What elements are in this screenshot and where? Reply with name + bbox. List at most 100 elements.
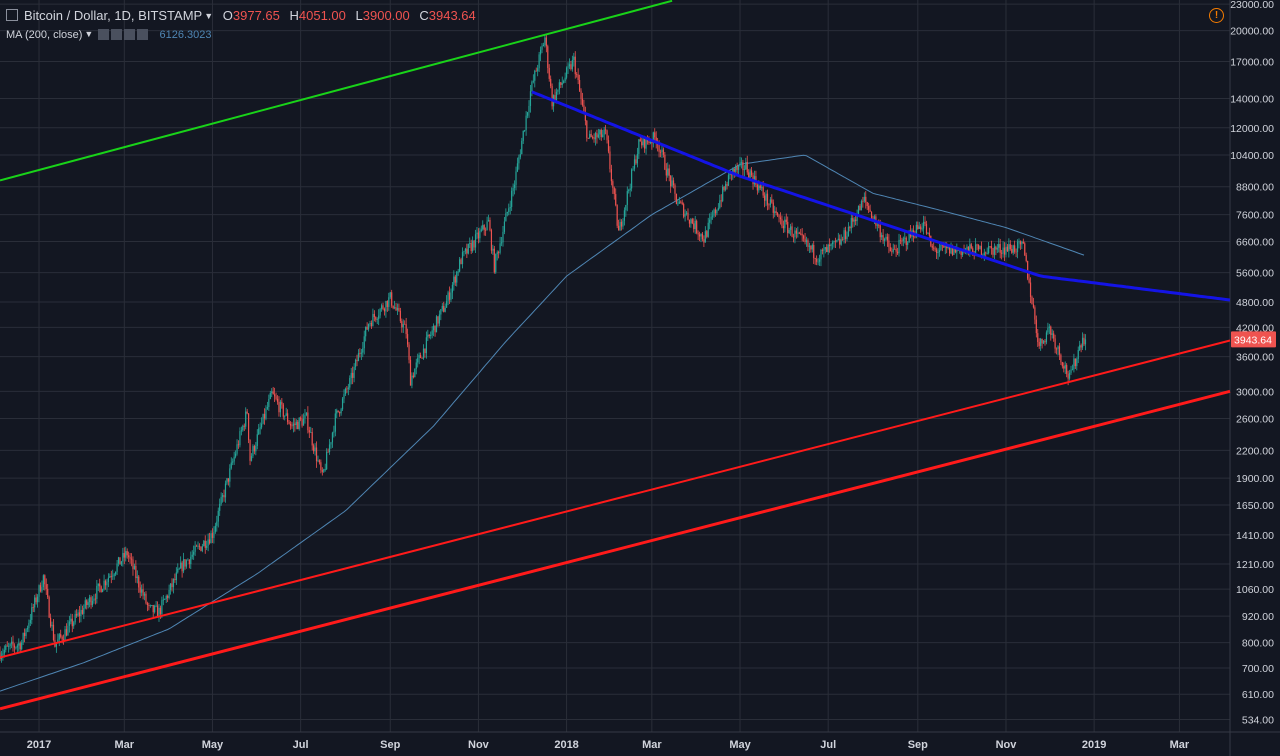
open-label: O xyxy=(222,8,233,23)
candle-body xyxy=(899,239,902,241)
candle-body xyxy=(76,614,78,616)
candle-body xyxy=(184,559,186,567)
candle-body xyxy=(467,243,469,254)
candle-body xyxy=(667,168,669,176)
visibility-icon[interactable] xyxy=(98,29,110,40)
candle-body xyxy=(16,645,18,648)
alert-circle-icon[interactable]: ! xyxy=(1209,8,1224,23)
candle-body xyxy=(641,141,643,146)
candle-body xyxy=(849,226,851,229)
candle-body xyxy=(816,258,818,262)
candle-body xyxy=(1074,358,1076,367)
candle-body xyxy=(855,219,857,222)
symbol-title[interactable]: Bitcoin / Dollar, 1D, BITSTAMP xyxy=(24,8,203,23)
candle-body xyxy=(859,205,861,211)
symbol-legend[interactable]: Bitcoin / Dollar, 1D, BITSTAMP ▼ O3977.65… xyxy=(6,8,476,23)
candle-body xyxy=(120,561,123,565)
candle-body xyxy=(869,209,871,212)
candle-body xyxy=(223,495,225,498)
candle-body xyxy=(626,191,628,205)
candle-body xyxy=(357,353,360,362)
candle-body xyxy=(191,554,193,557)
candle-body xyxy=(441,305,443,310)
candle-body xyxy=(922,221,925,229)
candle-body xyxy=(492,248,494,251)
candle-body xyxy=(980,245,982,256)
more-icon[interactable] xyxy=(137,29,149,40)
candle-body xyxy=(259,427,261,429)
candle-body xyxy=(18,643,20,646)
candle-body xyxy=(39,585,42,592)
candle-body xyxy=(619,221,621,231)
candle-body xyxy=(42,575,44,588)
candle-body xyxy=(707,222,709,237)
candle-body xyxy=(879,225,881,238)
candle-body xyxy=(1061,362,1063,367)
candle-body xyxy=(252,446,254,457)
candle-body xyxy=(294,423,296,426)
candle-body xyxy=(813,244,815,259)
candle-body xyxy=(1054,338,1056,349)
remove-icon[interactable] xyxy=(124,29,136,40)
candle-body xyxy=(324,469,326,470)
candle-body xyxy=(339,411,341,414)
candle-body xyxy=(1066,365,1068,374)
candle-body xyxy=(5,645,7,650)
candle-body xyxy=(86,600,88,606)
candle-body xyxy=(703,239,705,243)
candle-body xyxy=(873,216,876,219)
candle-body xyxy=(171,583,173,588)
candle-body xyxy=(360,352,362,354)
candle-body xyxy=(466,248,468,254)
candle-body xyxy=(590,133,592,138)
candle-body xyxy=(587,137,589,139)
time-axis[interactable]: 2017 Mar May Jul Sep Nov 2018 Mar May Jul Sep Nov 20… xyxy=(27,739,1190,751)
candle-body xyxy=(1029,282,1032,297)
chevron-down-icon[interactable]: ▼ xyxy=(204,11,214,21)
candle-body xyxy=(433,325,435,331)
candle-body xyxy=(419,355,422,358)
time-tick-label: Jul xyxy=(293,739,309,751)
candle-body xyxy=(512,187,514,191)
candle-body xyxy=(870,211,873,219)
candle-body xyxy=(178,568,180,570)
candle-body xyxy=(159,607,162,615)
chevron-down-icon[interactable]: ▼ xyxy=(84,29,94,39)
candle-body xyxy=(992,248,994,255)
candle-body xyxy=(217,510,219,522)
candle-body xyxy=(1022,241,1024,244)
candle-body xyxy=(623,210,625,221)
candle-body xyxy=(73,622,75,627)
candle-body xyxy=(391,292,393,306)
collapse-legend-icon[interactable] xyxy=(6,9,18,21)
candle-body xyxy=(839,238,841,245)
candle-body xyxy=(203,540,205,547)
candle-body xyxy=(607,140,610,152)
candle-body xyxy=(649,141,652,144)
candle-body xyxy=(933,247,935,249)
candle-body xyxy=(975,244,977,256)
candle-body xyxy=(759,185,761,189)
candle-body xyxy=(454,276,456,283)
indicator-legend[interactable]: MA (200, close) ▼ 6126.3023 xyxy=(6,29,211,41)
candle-body xyxy=(246,411,248,414)
settings-icon[interactable] xyxy=(111,29,123,40)
ma-indicator-label[interactable]: MA (200, close) xyxy=(6,29,83,41)
candle-body xyxy=(427,334,429,338)
candle-body xyxy=(425,337,427,354)
candle-body xyxy=(10,641,13,644)
candle-body xyxy=(791,226,793,237)
trendlines-layer xyxy=(0,0,1231,711)
candle-body xyxy=(57,639,59,644)
candle-body xyxy=(683,204,685,217)
candle-body xyxy=(577,74,579,81)
candle-body xyxy=(778,215,780,218)
candle-body xyxy=(380,305,383,309)
candle-body xyxy=(230,462,232,469)
price-axis[interactable]: 23000.00 20000.00 17000.00 14000.00 12000.00… xyxy=(1230,0,1274,726)
candle-body xyxy=(198,545,201,547)
candle-body xyxy=(862,201,864,202)
candle-body xyxy=(674,185,676,194)
